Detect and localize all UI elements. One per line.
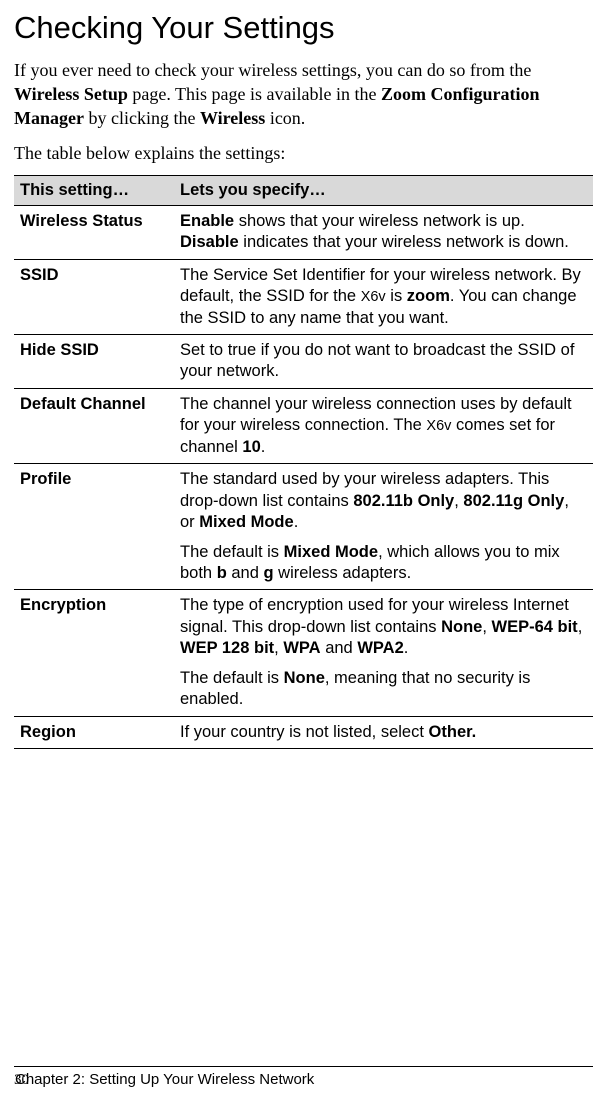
intro-paragraph: If you ever need to check your wireless …	[14, 58, 593, 131]
intro-text: page. This page is available in the	[128, 84, 381, 104]
table-row: EncryptionThe type of encryption used fo…	[14, 590, 593, 716]
setting-desc: Set to true if you do not want to broadc…	[174, 335, 593, 389]
setting-name: Default Channel	[14, 388, 174, 463]
setting-desc: The Service Set Identifier for your wire…	[174, 259, 593, 334]
table-header-setting: This setting…	[14, 175, 174, 205]
page-title: Checking Your Settings	[14, 10, 593, 46]
setting-name: Region	[14, 716, 174, 748]
setting-name: Wireless Status	[14, 205, 174, 259]
table-row: ProfileThe standard used by your wireles…	[14, 464, 593, 590]
settings-table: This setting… Lets you specify… Wireless…	[14, 175, 593, 749]
page-footer: 30Chapter 2: Setting Up Your Wireless Ne…	[14, 1066, 593, 1089]
intro-text: icon.	[265, 108, 305, 128]
table-row: Default ChannelThe channel your wireless…	[14, 388, 593, 463]
table-row: Wireless StatusEnable shows that your wi…	[14, 205, 593, 259]
setting-name: Profile	[14, 464, 174, 590]
setting-desc: If your country is not listed, select Ot…	[174, 716, 593, 748]
intro-bold-3: Wireless	[200, 108, 265, 128]
setting-desc: The type of encryption used for your wir…	[174, 590, 593, 716]
setting-name: SSID	[14, 259, 174, 334]
table-row: Hide SSIDSet to true if you do not want …	[14, 335, 593, 389]
chapter-label: Chapter 2: Setting Up Your Wireless Netw…	[15, 1071, 314, 1088]
table-row: SSIDThe Service Set Identifier for your …	[14, 259, 593, 334]
setting-desc: Enable shows that your wireless network …	[174, 205, 593, 259]
intro-bold-1: Wireless Setup	[14, 84, 128, 104]
table-intro: The table below explains the settings:	[14, 141, 593, 165]
table-row: RegionIf your country is not listed, sel…	[14, 716, 593, 748]
setting-name: Encryption	[14, 590, 174, 716]
intro-text: by clicking the	[84, 108, 200, 128]
intro-text: If you ever need to check your wireless …	[14, 60, 531, 80]
table-header-desc: Lets you specify…	[174, 175, 593, 205]
setting-name: Hide SSID	[14, 335, 174, 389]
setting-desc: The standard used by your wireless adapt…	[174, 464, 593, 590]
setting-desc: The channel your wireless connection use…	[174, 388, 593, 463]
